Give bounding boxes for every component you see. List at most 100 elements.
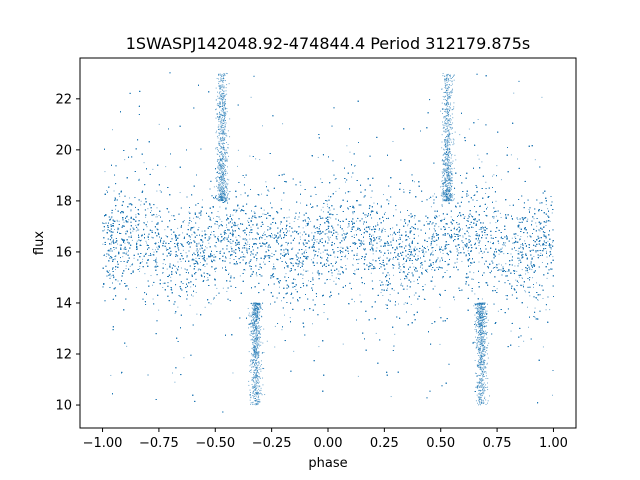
data-point	[329, 279, 331, 280]
data-point	[154, 260, 156, 262]
data-point	[165, 166, 167, 168]
data-point	[383, 254, 384, 256]
data-point	[204, 266, 206, 267]
data-point	[518, 260, 520, 262]
data-point	[382, 295, 384, 296]
data-point	[162, 287, 164, 288]
data-point	[248, 244, 250, 245]
data-point	[326, 263, 328, 265]
data-point	[551, 394, 553, 396]
data-point	[460, 215, 462, 217]
data-point	[530, 249, 532, 251]
data-point	[309, 246, 311, 248]
data-point	[468, 128, 470, 130]
data-point	[468, 194, 470, 196]
data-point	[216, 287, 218, 289]
data-point	[142, 258, 144, 260]
data-point	[261, 193, 263, 195]
data-point	[116, 220, 118, 222]
data-point	[231, 242, 233, 244]
data-point	[375, 332, 377, 334]
data-point	[398, 303, 399, 305]
data-point	[370, 196, 372, 198]
data-point	[103, 253, 105, 255]
data-point	[155, 216, 157, 218]
data-point	[345, 181, 347, 183]
data-point	[544, 242, 546, 244]
data-point	[303, 269, 305, 271]
data-point	[164, 229, 166, 231]
data-point	[552, 256, 554, 258]
data-point	[427, 271, 429, 273]
data-point	[130, 235, 132, 237]
data-point	[472, 227, 474, 228]
data-point	[191, 234, 193, 236]
data-point	[358, 259, 360, 261]
data-point	[205, 246, 206, 248]
data-point	[116, 219, 118, 221]
data-point	[501, 244, 503, 246]
data-point	[180, 243, 181, 245]
data-point	[166, 268, 168, 270]
data-point	[264, 394, 266, 396]
data-point	[511, 237, 513, 239]
data-point	[174, 381, 176, 383]
data-point	[185, 252, 187, 254]
data-point	[478, 228, 480, 230]
data-point	[125, 268, 127, 270]
data-point	[377, 222, 378, 224]
data-point	[442, 277, 443, 279]
data-point	[246, 243, 248, 245]
data-point	[393, 274, 395, 276]
data-point	[402, 264, 404, 266]
data-point	[177, 227, 179, 229]
data-point	[272, 217, 274, 219]
data-point	[496, 288, 498, 290]
data-point	[469, 235, 471, 237]
data-point	[440, 251, 441, 253]
data-point	[413, 280, 415, 282]
data-point	[269, 257, 271, 259]
data-point	[379, 241, 381, 243]
data-point	[319, 226, 320, 228]
data-point	[256, 260, 258, 262]
data-point	[441, 205, 443, 207]
data-point	[449, 276, 451, 278]
data-point	[298, 273, 299, 274]
data-point	[282, 123, 284, 125]
data-point	[102, 243, 104, 245]
data-point	[279, 286, 280, 288]
data-point	[254, 214, 256, 216]
data-point	[174, 312, 176, 314]
data-point	[521, 250, 523, 252]
data-point	[400, 282, 402, 284]
data-point	[224, 239, 226, 241]
data-point	[365, 216, 367, 218]
data-point	[384, 211, 386, 213]
data-point	[478, 158, 480, 160]
data-point	[518, 276, 520, 278]
data-point	[354, 165, 356, 167]
data-point	[268, 190, 270, 192]
data-point	[127, 242, 129, 244]
data-point	[534, 264, 535, 266]
data-point	[235, 211, 237, 213]
data-point	[355, 230, 357, 232]
data-point	[400, 269, 402, 271]
data-point	[200, 244, 201, 246]
data-point	[303, 239, 305, 241]
data-point	[271, 234, 273, 236]
data-point	[353, 234, 355, 236]
data-point	[454, 299, 456, 301]
data-point	[505, 242, 507, 244]
data-point	[473, 278, 474, 280]
data-point	[549, 220, 551, 222]
data-point	[467, 248, 469, 249]
data-point	[329, 236, 331, 238]
data-point	[235, 236, 237, 238]
data-point	[193, 217, 195, 219]
data-point	[177, 261, 179, 263]
data-point	[529, 250, 531, 251]
data-point	[536, 282, 538, 284]
data-point	[253, 211, 255, 213]
